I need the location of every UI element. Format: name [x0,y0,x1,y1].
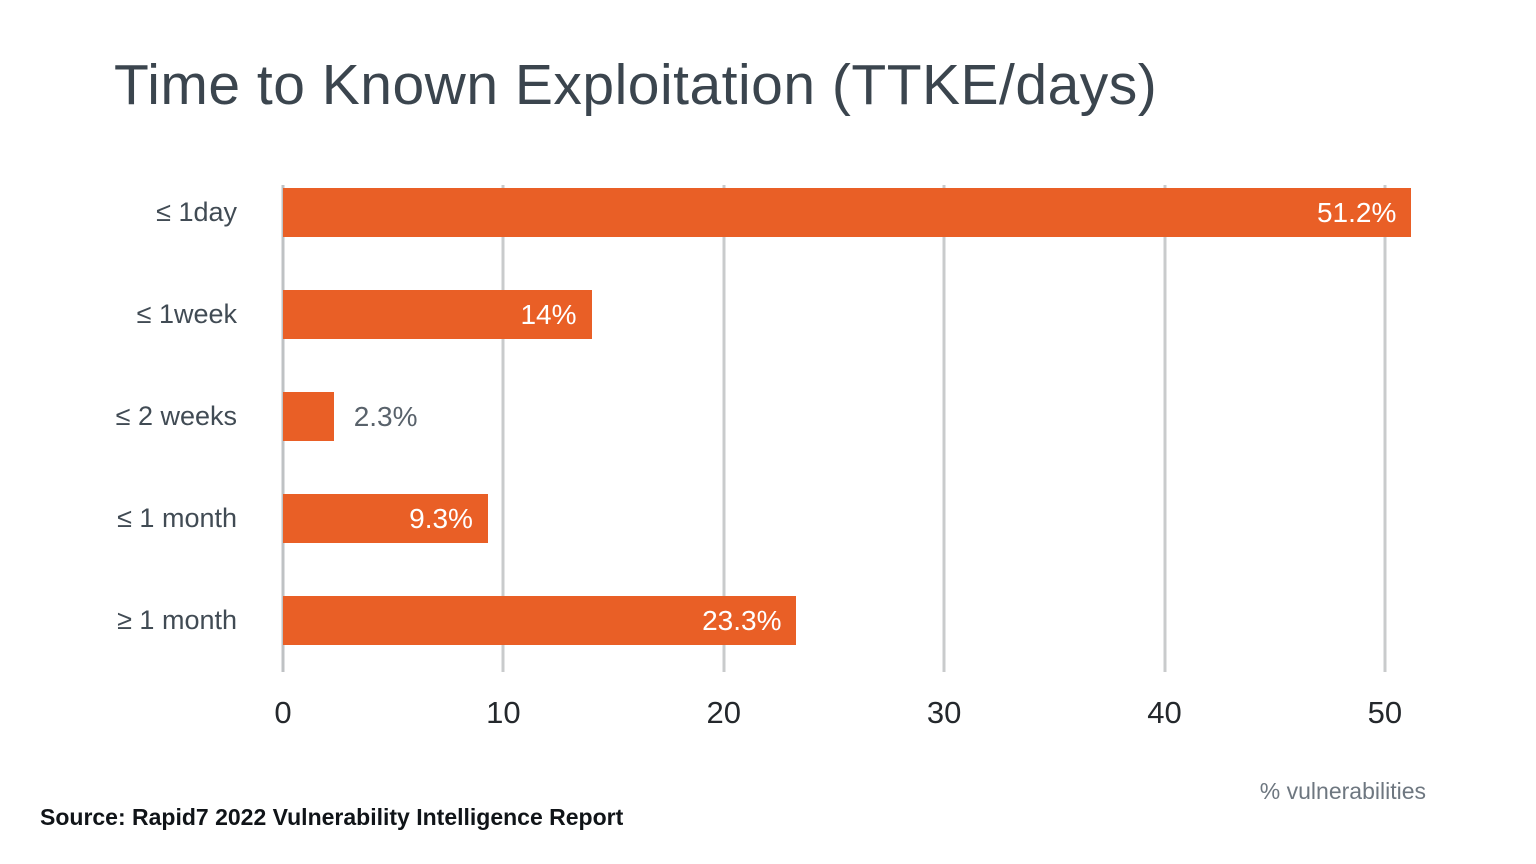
bar-segment: 14% [283,290,592,339]
category-label: ≥ 1 month [117,605,237,635]
bar-row: ≤ 2 weeks 2.3% [116,392,1429,441]
category-label: ≤ 2 weeks [115,401,237,431]
value-label: 2.3% [353,400,418,432]
category-label: ≤ 1week [136,299,237,329]
x-tick-label-50: 50 [1367,695,1403,730]
value-label: 9.3% [409,502,473,534]
bar-row: ≤ 1 month 9.3% [117,494,1429,543]
bar-segment: 51.2% [283,188,1412,237]
bar-segment: 23.3% [283,596,797,645]
x-tick-label-30: 30 [926,695,962,730]
value-label: 51.2% [1316,196,1397,228]
bar-segment [283,392,334,441]
x-tick-label-40: 40 [1147,695,1182,730]
bar-row: ≤ 1day 51.2% [156,188,1429,237]
bar-row: ≤ 1week 14% [137,290,1429,339]
gridline-x-20 [722,185,726,672]
gridline-x-10 [501,185,505,672]
value-label: 14% [520,298,577,330]
gridline-x-40 [1163,185,1167,672]
bar-segment: 9.3% [283,494,488,543]
x-tick-label-20: 20 [706,695,742,730]
source-attribution: Source: Rapid7 2022 Vulnerability Intell… [40,804,624,830]
plot-area: 0 10 20 30 40 50 ≤ 1day 51.2% ≤ 1week 14% ≤ 2 week… [116,185,1429,730]
x-tick-label-0: 0 [274,695,292,730]
value-label: 23.3% [702,604,782,636]
gridline-x-30 [942,185,946,672]
gridline-x-50 [1383,185,1387,672]
x-tick-label-10: 10 [486,695,521,730]
bar-row: ≥ 1 month 23.3% [117,596,1429,645]
category-label: ≤ 1day [156,197,237,227]
category-label: ≤ 1 month [117,503,237,533]
chart-title: Time to Known Exploitation (TTKE/days) [114,53,1158,117]
x-axis-unit-label: % vulnerabilities [1259,778,1426,804]
